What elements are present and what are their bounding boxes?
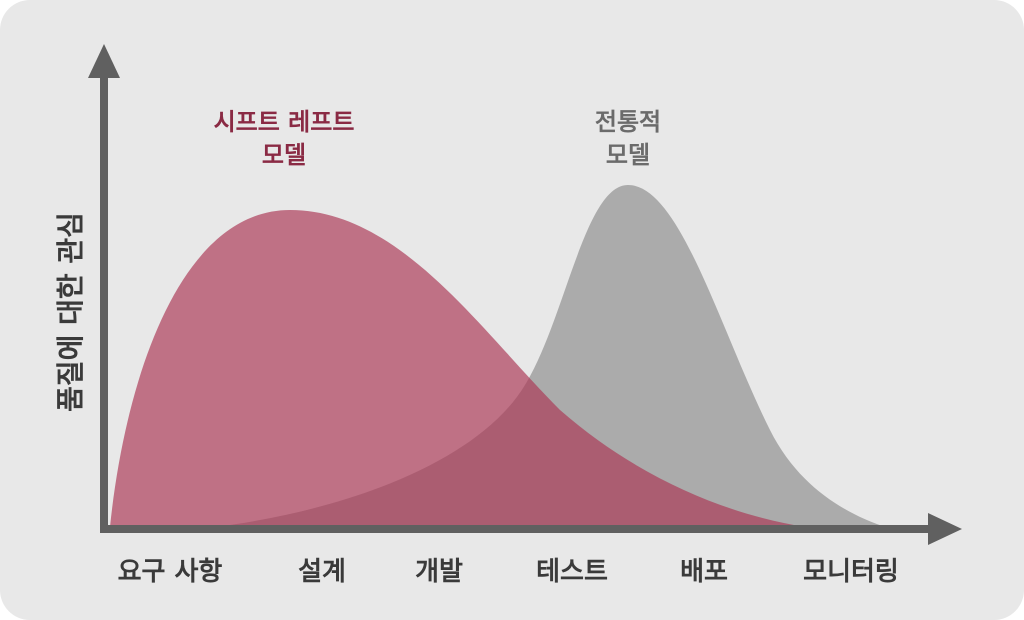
traditional-label-line1: 전통적 — [595, 108, 661, 136]
x-stage-label: 개발 — [415, 557, 463, 587]
x-stage-label: 테스트 — [536, 557, 608, 587]
x-stage-label: 배포 — [680, 557, 728, 587]
x-stage-label: 모니터링 — [803, 557, 899, 587]
x-stage-label: 요구 사항 — [118, 557, 223, 587]
y-axis-label: 품질에 대한 관심 — [54, 212, 87, 412]
shift-left-model-curve — [110, 210, 805, 527]
shift-left-label-line1: 시프트 레프트 — [214, 108, 355, 136]
shift-left-label-line2: 모델 — [262, 141, 306, 169]
x-stage-label: 설계 — [298, 557, 346, 587]
traditional-model-curve — [215, 185, 885, 527]
traditional-label-line2: 모델 — [606, 141, 650, 169]
y-axis-arrowhead — [88, 44, 120, 78]
x-axis-arrowhead — [928, 513, 962, 545]
